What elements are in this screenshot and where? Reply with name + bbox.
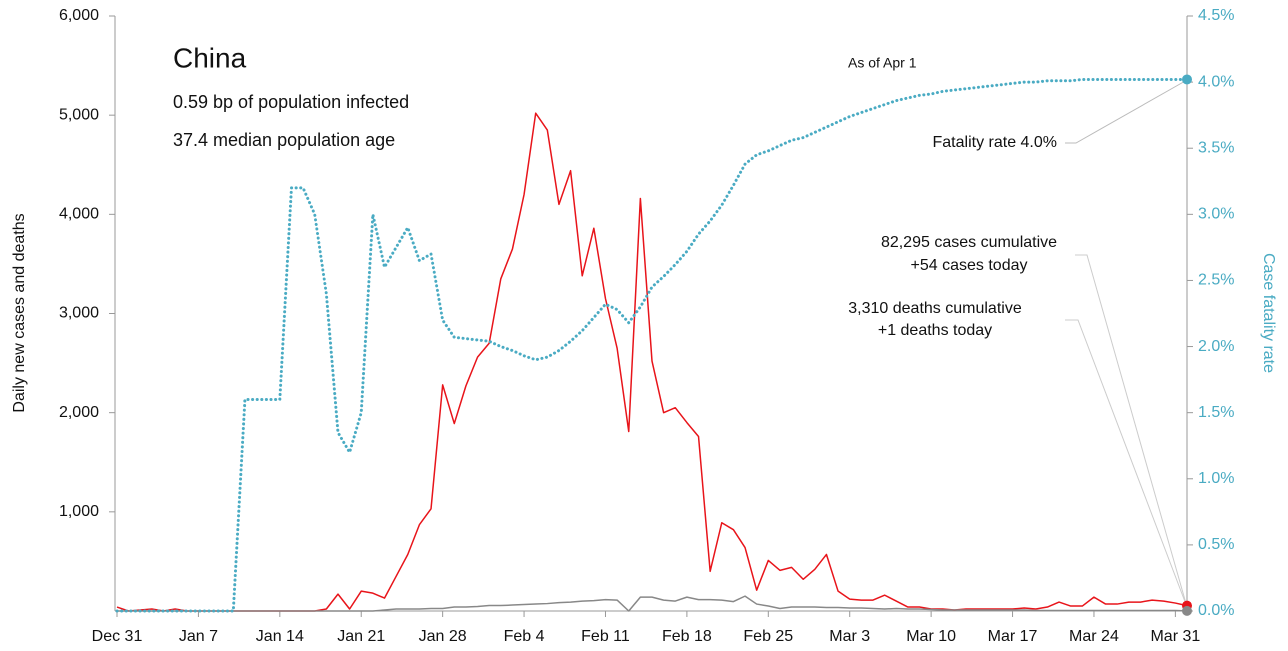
x-tick-label: Feb 4	[504, 628, 545, 645]
end-point	[1182, 74, 1192, 85]
series-line	[116, 112, 1188, 612]
x-tick-label: Mar 31	[1150, 628, 1200, 645]
y-tick-label: 5,000	[59, 106, 99, 123]
y2-tick-label: 0.5%	[1198, 536, 1234, 553]
y2-tick-label: 1.5%	[1198, 404, 1234, 421]
y2-axis-label: Case fatality rate	[1260, 253, 1277, 373]
x-tick-label: Feb 25	[743, 628, 793, 645]
chart-title: China	[173, 42, 247, 73]
x-tick-label: Mar 3	[829, 628, 870, 645]
subtitle: 0.59 bp of population infected	[173, 92, 409, 112]
x-tick-label: Jan 14	[256, 628, 304, 645]
leader-line	[1065, 319, 1188, 608]
y-tick-label: 6,000	[59, 7, 99, 24]
x-tick-label: Dec 31	[92, 628, 143, 645]
x-tick-label: Jan 7	[179, 628, 218, 645]
x-tick-label: Jan 28	[419, 628, 467, 645]
leader-line	[1075, 254, 1188, 608]
y2-tick-label: 3.5%	[1198, 139, 1234, 156]
annotation: +54 cases today	[911, 257, 1028, 274]
annotation: Fatality rate 4.0%	[933, 134, 1058, 151]
end-point	[1182, 605, 1192, 616]
leader-line	[1065, 79, 1188, 144]
y2-tick-label: 0.0%	[1198, 602, 1234, 619]
x-tick-label: Mar 17	[988, 628, 1038, 645]
y2-tick-label: 1.0%	[1198, 470, 1234, 487]
series-line	[117, 595, 1188, 612]
y-tick-label: 4,000	[59, 206, 99, 223]
x-tick-label: Jan 21	[337, 628, 385, 645]
y-tick-label: 1,000	[59, 503, 99, 520]
y-tick-label: 2,000	[59, 404, 99, 421]
annotation: As of Apr 1	[848, 55, 917, 71]
subtitle: 37.4 median population age	[173, 130, 395, 150]
y2-tick-label: 2.0%	[1198, 338, 1234, 355]
x-tick-label: Mar 24	[1069, 628, 1119, 645]
annotation: +1 deaths today	[878, 322, 992, 339]
x-tick-label: Feb 18	[662, 628, 712, 645]
annotation: 3,310 deaths cumulative	[848, 300, 1022, 317]
y2-tick-label: 3.0%	[1198, 206, 1234, 223]
series-line	[115, 77, 1189, 613]
annotation: 82,295 cases cumulative	[881, 234, 1057, 251]
x-tick-label: Mar 10	[906, 628, 956, 645]
y2-tick-label: 4.5%	[1198, 7, 1234, 24]
y-tick-label: 3,000	[59, 305, 99, 322]
y2-tick-label: 2.5%	[1198, 272, 1234, 289]
y2-tick-label: 4.0%	[1198, 73, 1234, 90]
y-axis-label: Daily new cases and deaths	[11, 213, 28, 412]
x-tick-label: Feb 11	[581, 628, 630, 645]
